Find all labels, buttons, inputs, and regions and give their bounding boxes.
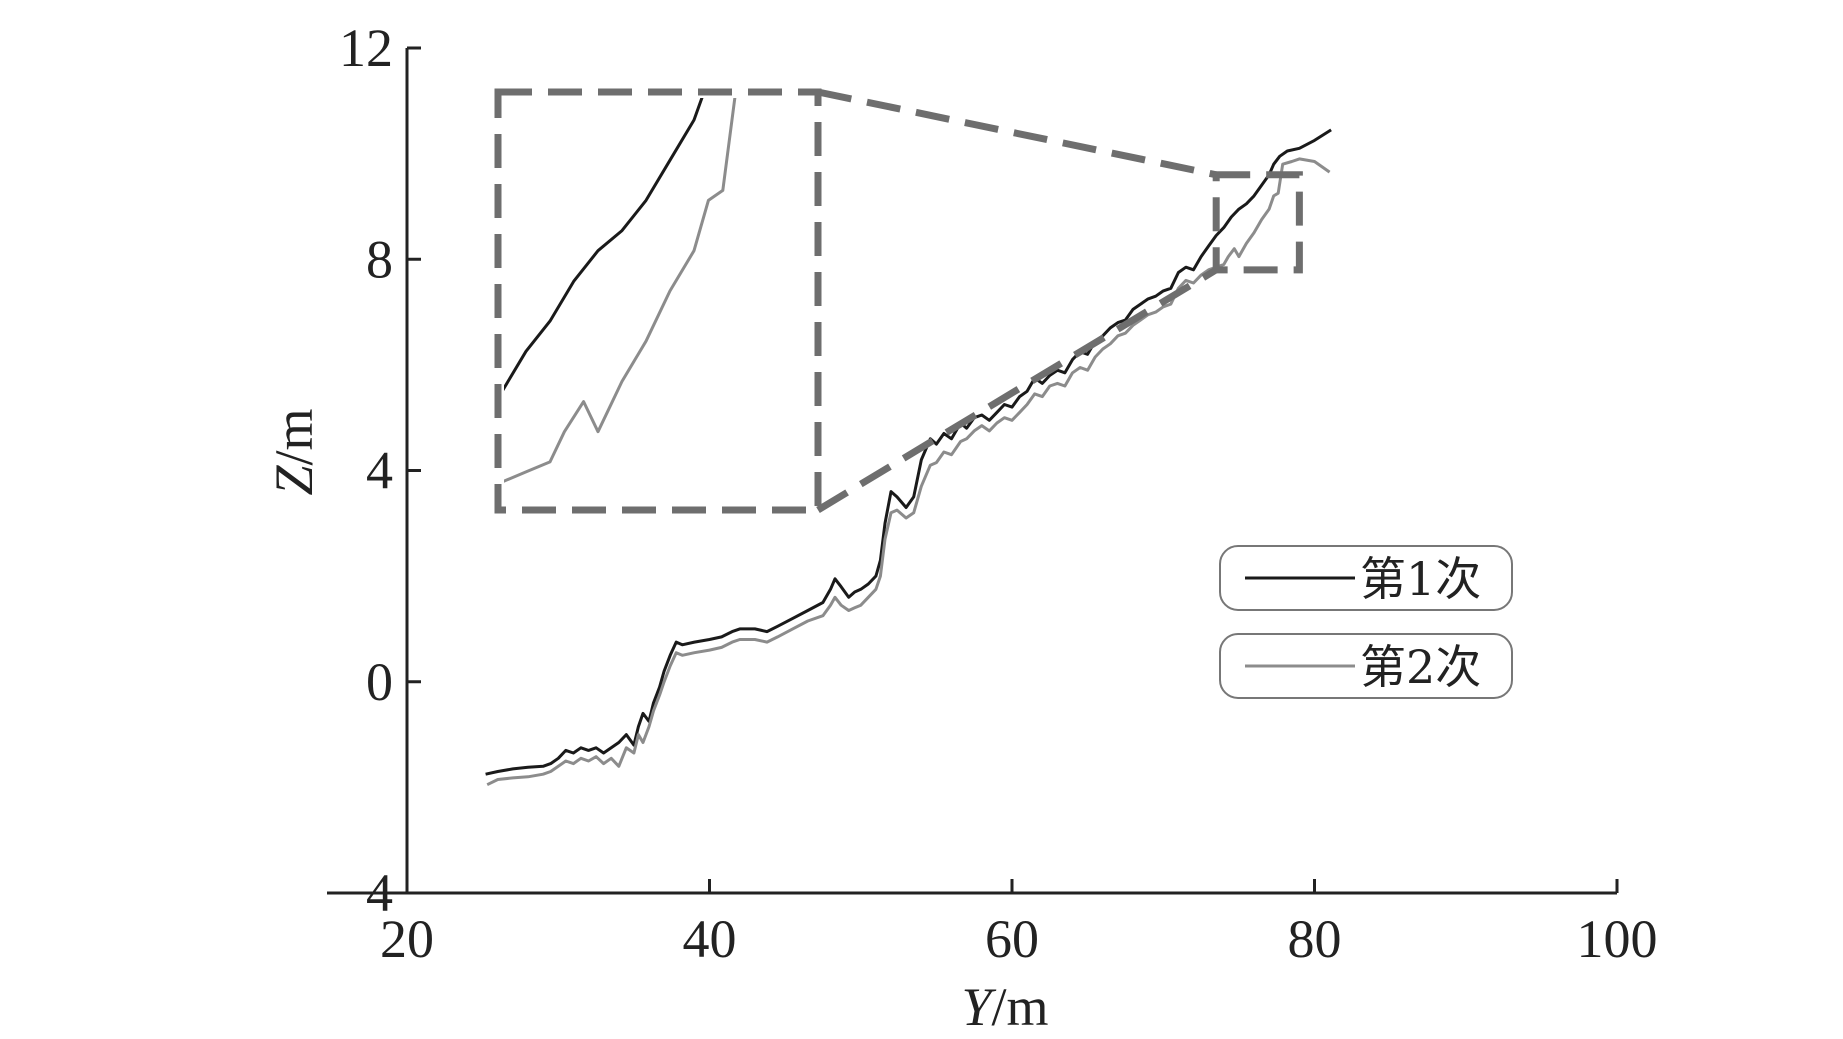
y-axis-title-unit: /m — [264, 408, 324, 465]
y-axis-title-var: Z — [264, 465, 324, 496]
zoom-series-line-1 — [504, 98, 704, 392]
zoom-series-line-2 — [504, 98, 737, 483]
series-line-1 — [485, 128, 1332, 776]
x-tick-label: 100 — [1577, 909, 1658, 969]
x-axis-title: Y/m — [961, 977, 1048, 1037]
y-tick-label: 4 — [366, 441, 393, 501]
zoom-connector-bottom — [816, 266, 1218, 513]
legend-label-2: 第2次 — [1360, 640, 1481, 694]
inset-layer — [494, 88, 1303, 514]
legend-box-2 — [1219, 633, 1513, 699]
y-tick-label: 12 — [339, 18, 393, 78]
y-axis-title: Z/m — [264, 408, 324, 495]
y-tick-label: −4 — [336, 863, 393, 923]
legend-item-2: 第2次 — [1219, 633, 1513, 699]
x-tick-label: 40 — [683, 909, 737, 969]
legend: 第1次 第2次 — [1219, 545, 1513, 699]
series-line-2 — [486, 157, 1331, 787]
axes: 20 40 60 80 100 −4 0 4 8 12 — [327, 18, 1658, 969]
zoom-inset-box — [494, 88, 822, 514]
x-axis-title-unit: /m — [992, 977, 1049, 1037]
x-tick-label: 80 — [1288, 909, 1342, 969]
legend-box-1 — [1219, 545, 1513, 611]
zoom-connector-top — [817, 88, 1217, 179]
y-tick-label: 8 — [366, 229, 393, 289]
legend-label-1: 第1次 — [1360, 552, 1481, 606]
x-axis-title-var: Y — [961, 977, 996, 1037]
zoom-source-box — [1212, 171, 1303, 274]
x-tick-label: 20 — [380, 909, 434, 969]
y-tick-label: 0 — [366, 652, 393, 712]
zoom-inset-series — [504, 98, 737, 483]
series-layer — [485, 128, 1332, 787]
x-tick-label: 60 — [985, 909, 1039, 969]
legend-item-1: 第1次 — [1219, 545, 1513, 611]
